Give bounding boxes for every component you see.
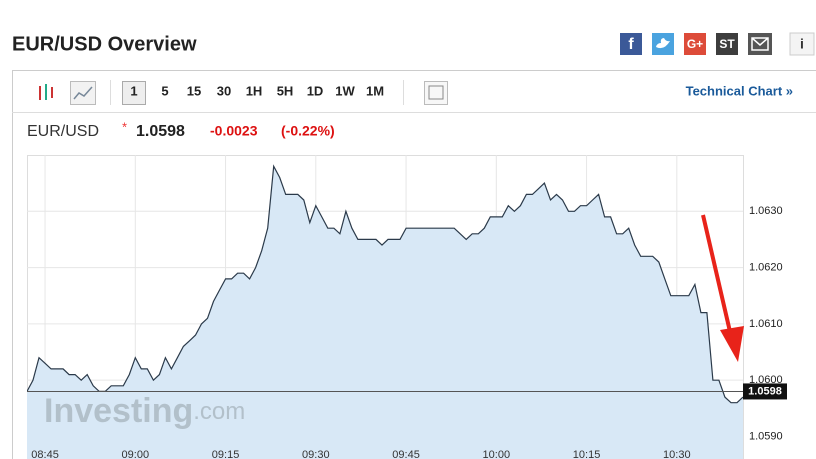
interval-button[interactable]: 5: [161, 83, 168, 98]
x-tick-label: 09:00: [122, 449, 150, 459]
plot: Investing.com: [27, 155, 743, 459]
technical-chart-link[interactable]: Technical Chart »: [686, 83, 793, 98]
quote-change: -0.0023: [210, 123, 258, 139]
quote-price: 1.0598: [136, 123, 185, 140]
quote-change-percent: (-0.22%): [281, 123, 335, 139]
last-price-label: 1.0598: [748, 385, 782, 397]
quote-symbol: EUR/USD: [27, 123, 99, 140]
x-tick-label: 09:30: [302, 449, 330, 459]
y-tick-label: 1.0600: [749, 374, 783, 386]
stocktwits-letter: ST: [719, 37, 735, 51]
stocktwits-icon[interactable]: [716, 33, 738, 55]
selected-interval-box: [122, 81, 146, 105]
interval-button[interactable]: 1M: [366, 83, 384, 98]
interval-button[interactable]: 30: [217, 83, 231, 98]
widget-frame: [12, 70, 816, 459]
facebook-letter: f: [628, 36, 634, 53]
info-icon[interactable]: [789, 32, 815, 56]
area-fill: [27, 166, 743, 459]
facebook-icon[interactable]: [620, 33, 642, 55]
price-line: [27, 164, 743, 404]
info-letter: i: [800, 36, 804, 52]
plot-frame: [27, 155, 744, 459]
interval-button[interactable]: 1: [130, 83, 137, 98]
annotation-arrow-shaft: [701, 214, 733, 337]
x-tick-label: 10:30: [663, 449, 691, 459]
interval-button[interactable]: 1W: [335, 83, 355, 98]
y-tick-label: 1.0620: [749, 261, 783, 273]
interval-button[interactable]: 1H: [246, 83, 263, 98]
y-tick-label: 1.0610: [749, 318, 783, 330]
x-tick-label: 10:00: [483, 449, 511, 459]
watermark: Investing.com: [44, 392, 245, 430]
area-chart-glyph: [73, 86, 93, 100]
calendar-glyph: [428, 85, 444, 100]
x-tick-label: 09:15: [212, 449, 240, 459]
y-tick-label: 1.0630: [749, 205, 783, 217]
x-tick-label: 10:15: [573, 449, 601, 459]
gplus-letter: G+: [687, 37, 703, 51]
quote-marker: *: [122, 119, 127, 134]
watermark-suffix: .com: [193, 398, 245, 425]
watermark-brand: Investing: [44, 392, 193, 430]
last-price-box: [743, 383, 787, 400]
candlestick-icon[interactable]: [39, 84, 53, 100]
interval-button[interactable]: 5H: [277, 83, 294, 98]
page-title: EUR/USD Overview: [12, 33, 197, 55]
interval-button[interactable]: 1D: [307, 83, 324, 98]
interval-button[interactable]: 15: [187, 83, 201, 98]
x-tick-label: 09:45: [392, 449, 420, 459]
calendar-button[interactable]: [424, 81, 448, 105]
twitter-bird: [656, 38, 670, 49]
annotation-arrow-head: [720, 326, 744, 362]
mail-glyph: [751, 37, 769, 51]
area-chart-button[interactable]: [70, 81, 96, 105]
y-tick-label: 1.0590: [749, 430, 783, 442]
gplus-icon[interactable]: [684, 33, 706, 55]
x-tick-label: 08:45: [31, 449, 59, 459]
